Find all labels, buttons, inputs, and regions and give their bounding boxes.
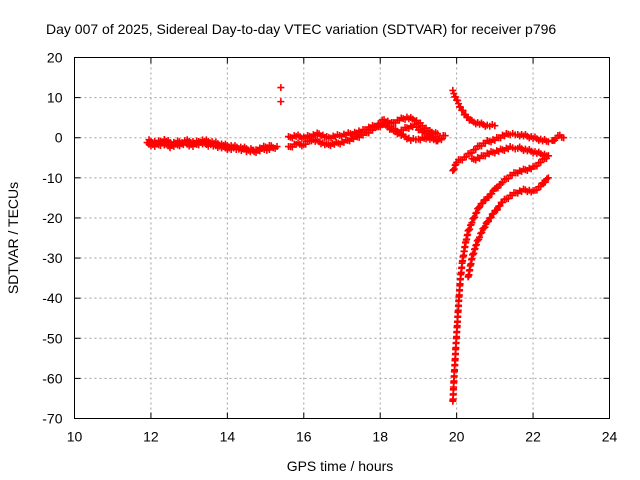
data-point: [476, 233, 484, 241]
x-tick-label: 18: [372, 429, 388, 445]
data-point: [544, 138, 552, 146]
x-tick-label: 24: [602, 429, 618, 445]
y-tick-label: 20: [47, 50, 63, 66]
x-tick-label: 12: [143, 429, 159, 445]
y-tick-label: 0: [55, 130, 63, 146]
data-point: [459, 106, 467, 114]
data-point: [544, 152, 552, 160]
data-point: [543, 175, 551, 183]
data-point: [560, 134, 568, 142]
data-point: [488, 190, 496, 198]
y-tick-labels: -70 -60 -50 -40 -30 -20 -10 0 10 20: [42, 50, 62, 427]
y-tick-label: 10: [47, 90, 63, 106]
data-point: [441, 132, 449, 140]
data-point: [277, 84, 285, 92]
data-point: [473, 209, 481, 217]
data-point: [472, 209, 480, 217]
points-layer: [143, 84, 568, 405]
y-tick-label: -70: [42, 411, 62, 427]
x-tick-label: 14: [220, 429, 236, 445]
data-point: [480, 224, 488, 232]
data-point: [484, 217, 492, 225]
data-point: [470, 214, 478, 222]
y-tick-label: -30: [42, 250, 62, 266]
data-point: [277, 98, 285, 106]
data-point: [544, 174, 552, 182]
x-tick-label: 20: [449, 429, 465, 445]
data-point: [479, 199, 487, 207]
data-point: [537, 182, 545, 190]
data-point: [471, 213, 479, 221]
data-point: [434, 130, 442, 138]
x-tick-label: 22: [525, 429, 541, 445]
y-tick-label: -50: [42, 330, 62, 346]
data-point: [273, 143, 281, 151]
data-point: [541, 178, 549, 186]
x-tick-labels: 10 12 14 16 18 20 22 24: [67, 429, 618, 445]
y-tick-label: -10: [42, 170, 62, 186]
data-point: [493, 206, 501, 214]
grid-layer: [74, 57, 610, 419]
data-point: [476, 203, 484, 211]
data-point: [494, 184, 502, 192]
plot-frame: [74, 57, 610, 419]
data-point: [481, 223, 489, 231]
data-point: [454, 96, 462, 104]
data-point: [468, 219, 476, 227]
data-point: [478, 229, 486, 237]
data-point: [449, 86, 457, 94]
x-tick-label: 10: [67, 429, 83, 445]
x-axis-label: GPS time / hours: [287, 458, 394, 474]
data-point: [477, 229, 485, 237]
data-point: [475, 204, 483, 212]
y-tick-label: -40: [42, 290, 62, 306]
data-point: [485, 193, 493, 201]
data-point: [487, 214, 495, 222]
data-point: [491, 122, 499, 130]
x-tick-label: 16: [296, 429, 312, 445]
y-tick-label: -60: [42, 370, 62, 386]
y-axis-label: SDTVAR / TECUs: [5, 182, 21, 294]
data-point: [267, 142, 275, 150]
y-tick-label: -20: [42, 210, 62, 226]
chart-title: Day 007 of 2025, Sidereal Day-to-day VTE…: [46, 21, 556, 37]
tick-layer: [74, 57, 610, 419]
